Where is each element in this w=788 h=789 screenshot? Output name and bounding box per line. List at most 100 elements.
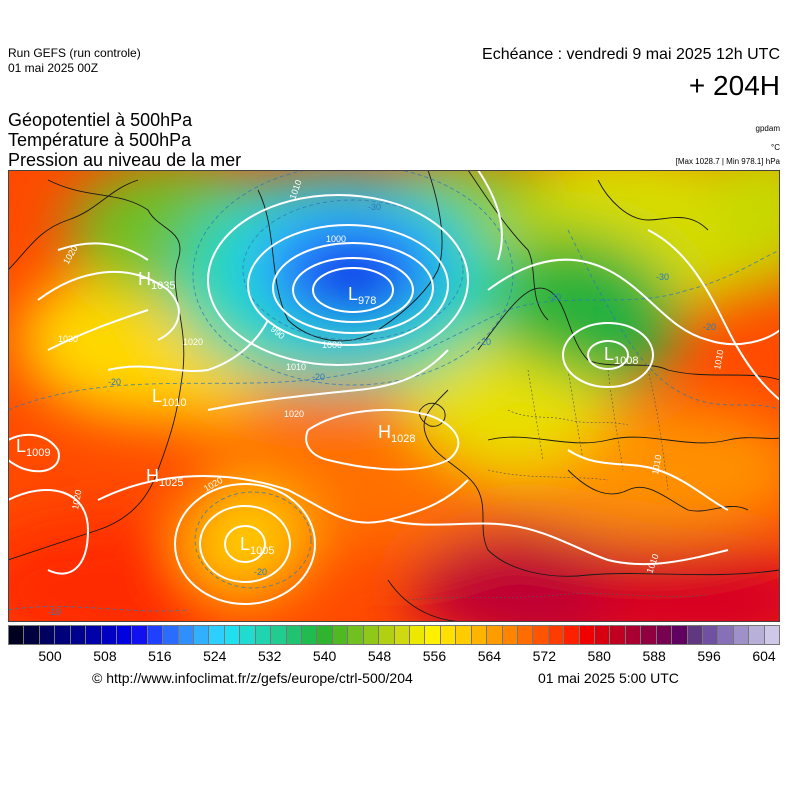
color-swatch [718, 625, 734, 645]
color-swatch [440, 625, 457, 645]
title-pressure: Pression au niveau de la mer [8, 150, 242, 170]
color-scale-tick: 500 [38, 648, 62, 664]
color-scale-tick: 548 [367, 648, 392, 664]
lead-time: + 204H [688, 70, 780, 101]
isobar-label: 1000 [326, 234, 346, 244]
color-swatch [55, 625, 71, 645]
color-swatch [610, 625, 626, 645]
color-swatch [224, 625, 241, 645]
color-swatch [579, 625, 596, 645]
high-center-1025: H1025 [146, 466, 183, 489]
low-center-1009: L1009 [16, 436, 51, 459]
isotherm-label: -20 [478, 337, 491, 347]
isobar-label: 1010 [712, 349, 725, 370]
pressure-range: [Max 1028.7 | Min 978.1] hPa [675, 157, 780, 166]
color-swatch [163, 625, 179, 645]
color-swatch [517, 625, 534, 645]
color-scale-tick: 580 [587, 648, 611, 664]
color-swatch [409, 625, 426, 645]
isotherm-label: -30 [656, 272, 669, 282]
color-scale-tick: 540 [312, 648, 337, 664]
echeance-label: Echéance : vendredi 9 mai 2025 12h UTC [482, 46, 780, 63]
color-swatch [394, 625, 410, 645]
source-url: © http://www.infoclimat.fr/z/gefs/europe… [92, 670, 413, 686]
color-swatch [116, 625, 133, 645]
color-scale-ticks: 500 508 516 524 532 540 548 556 564 572 580 588 596 6… [8, 648, 780, 666]
borders [407, 369, 709, 601]
isotherm-label: -20 [108, 377, 121, 387]
isobar-label: 1010 [650, 454, 663, 475]
pressure-centers: H1035 L978 L1008 L1010 L1009 H1028 H1025… [16, 269, 639, 557]
generation-date: 01 mai 2025 5:00 UTC [538, 670, 679, 686]
run-label: Run GEFS (run controle) [8, 46, 141, 60]
color-swatch [86, 625, 102, 645]
color-scale-tick: 532 [258, 648, 282, 664]
color-scale-tick: 596 [697, 648, 721, 664]
color-swatch [302, 625, 318, 645]
isobar-label: 1010 [286, 362, 306, 372]
color-swatch [379, 625, 395, 645]
low-center-1005: L1005 [240, 534, 275, 557]
isotherm-label: -20 [312, 372, 325, 382]
color-swatch [240, 625, 256, 645]
color-swatch [209, 625, 225, 645]
color-swatch [286, 625, 303, 645]
color-swatch [348, 625, 364, 645]
color-swatch [641, 625, 657, 645]
isotherm-label: -20 [548, 292, 561, 302]
map-canvas: H1035 L978 L1008 L1010 L1009 H1028 H1025… [8, 170, 780, 622]
color-swatch [332, 625, 349, 645]
color-swatch [749, 625, 765, 645]
isotherm-label: -20 [703, 322, 716, 332]
color-swatch [595, 625, 611, 645]
color-scale-tick: 604 [752, 648, 776, 664]
isobar-label: 1020 [70, 489, 83, 510]
color-swatch [533, 625, 549, 645]
unit-temperature: °C [771, 143, 780, 152]
color-scale-tick: 524 [203, 648, 227, 664]
color-swatch [363, 625, 380, 645]
color-swatch [317, 625, 333, 645]
low-center-1010: L1010 [152, 386, 187, 409]
high-center-1035: H1035 [138, 269, 175, 292]
color-swatch [70, 625, 87, 645]
color-scale-tick: 516 [148, 648, 172, 664]
color-swatch [764, 625, 781, 645]
isobar-label: 1020 [183, 337, 203, 347]
color-swatch [132, 625, 148, 645]
low-center-1008: L1008 [604, 344, 639, 367]
color-swatch [39, 625, 56, 645]
color-swatch [178, 625, 195, 645]
map-frame [8, 170, 780, 622]
temperature-labels: -30 -30 -20 -20 -20 -20 -20 -20 -10 [48, 202, 716, 617]
color-swatch [471, 625, 488, 645]
isobar-label: 1020 [284, 409, 304, 419]
isotherm-label: -10 [48, 607, 61, 617]
color-swatch [101, 625, 117, 645]
color-scale-tick: 588 [642, 648, 666, 664]
color-swatch [271, 625, 287, 645]
isotherm-label: -30 [368, 202, 381, 212]
color-swatch [255, 625, 272, 645]
color-scale-tick: 556 [422, 648, 447, 664]
color-swatch [487, 625, 503, 645]
color-scale-tick: 572 [532, 648, 556, 664]
isobar-label: 1000 [322, 340, 342, 350]
color-scale [8, 625, 781, 645]
high-center-1028: H1028 [378, 422, 415, 445]
color-swatch [425, 625, 441, 645]
color-swatch [502, 625, 518, 645]
title-geopotential: Géopotentiel à 500hPa [8, 110, 193, 130]
weather-map: H1035 L978 L1008 L1010 L1009 H1028 H1025… [8, 170, 780, 622]
color-swatch [8, 625, 25, 645]
color-swatch [548, 625, 565, 645]
unit-geopotential: gpdam [755, 124, 780, 133]
isobar-label: 1030 [58, 334, 78, 344]
color-swatch [656, 625, 673, 645]
color-swatch [687, 625, 703, 645]
color-swatch [672, 625, 688, 645]
color-swatch [733, 625, 750, 645]
low-center-978: L978 [348, 284, 376, 307]
color-scale-tick: 508 [93, 648, 117, 664]
color-swatch [456, 625, 472, 645]
